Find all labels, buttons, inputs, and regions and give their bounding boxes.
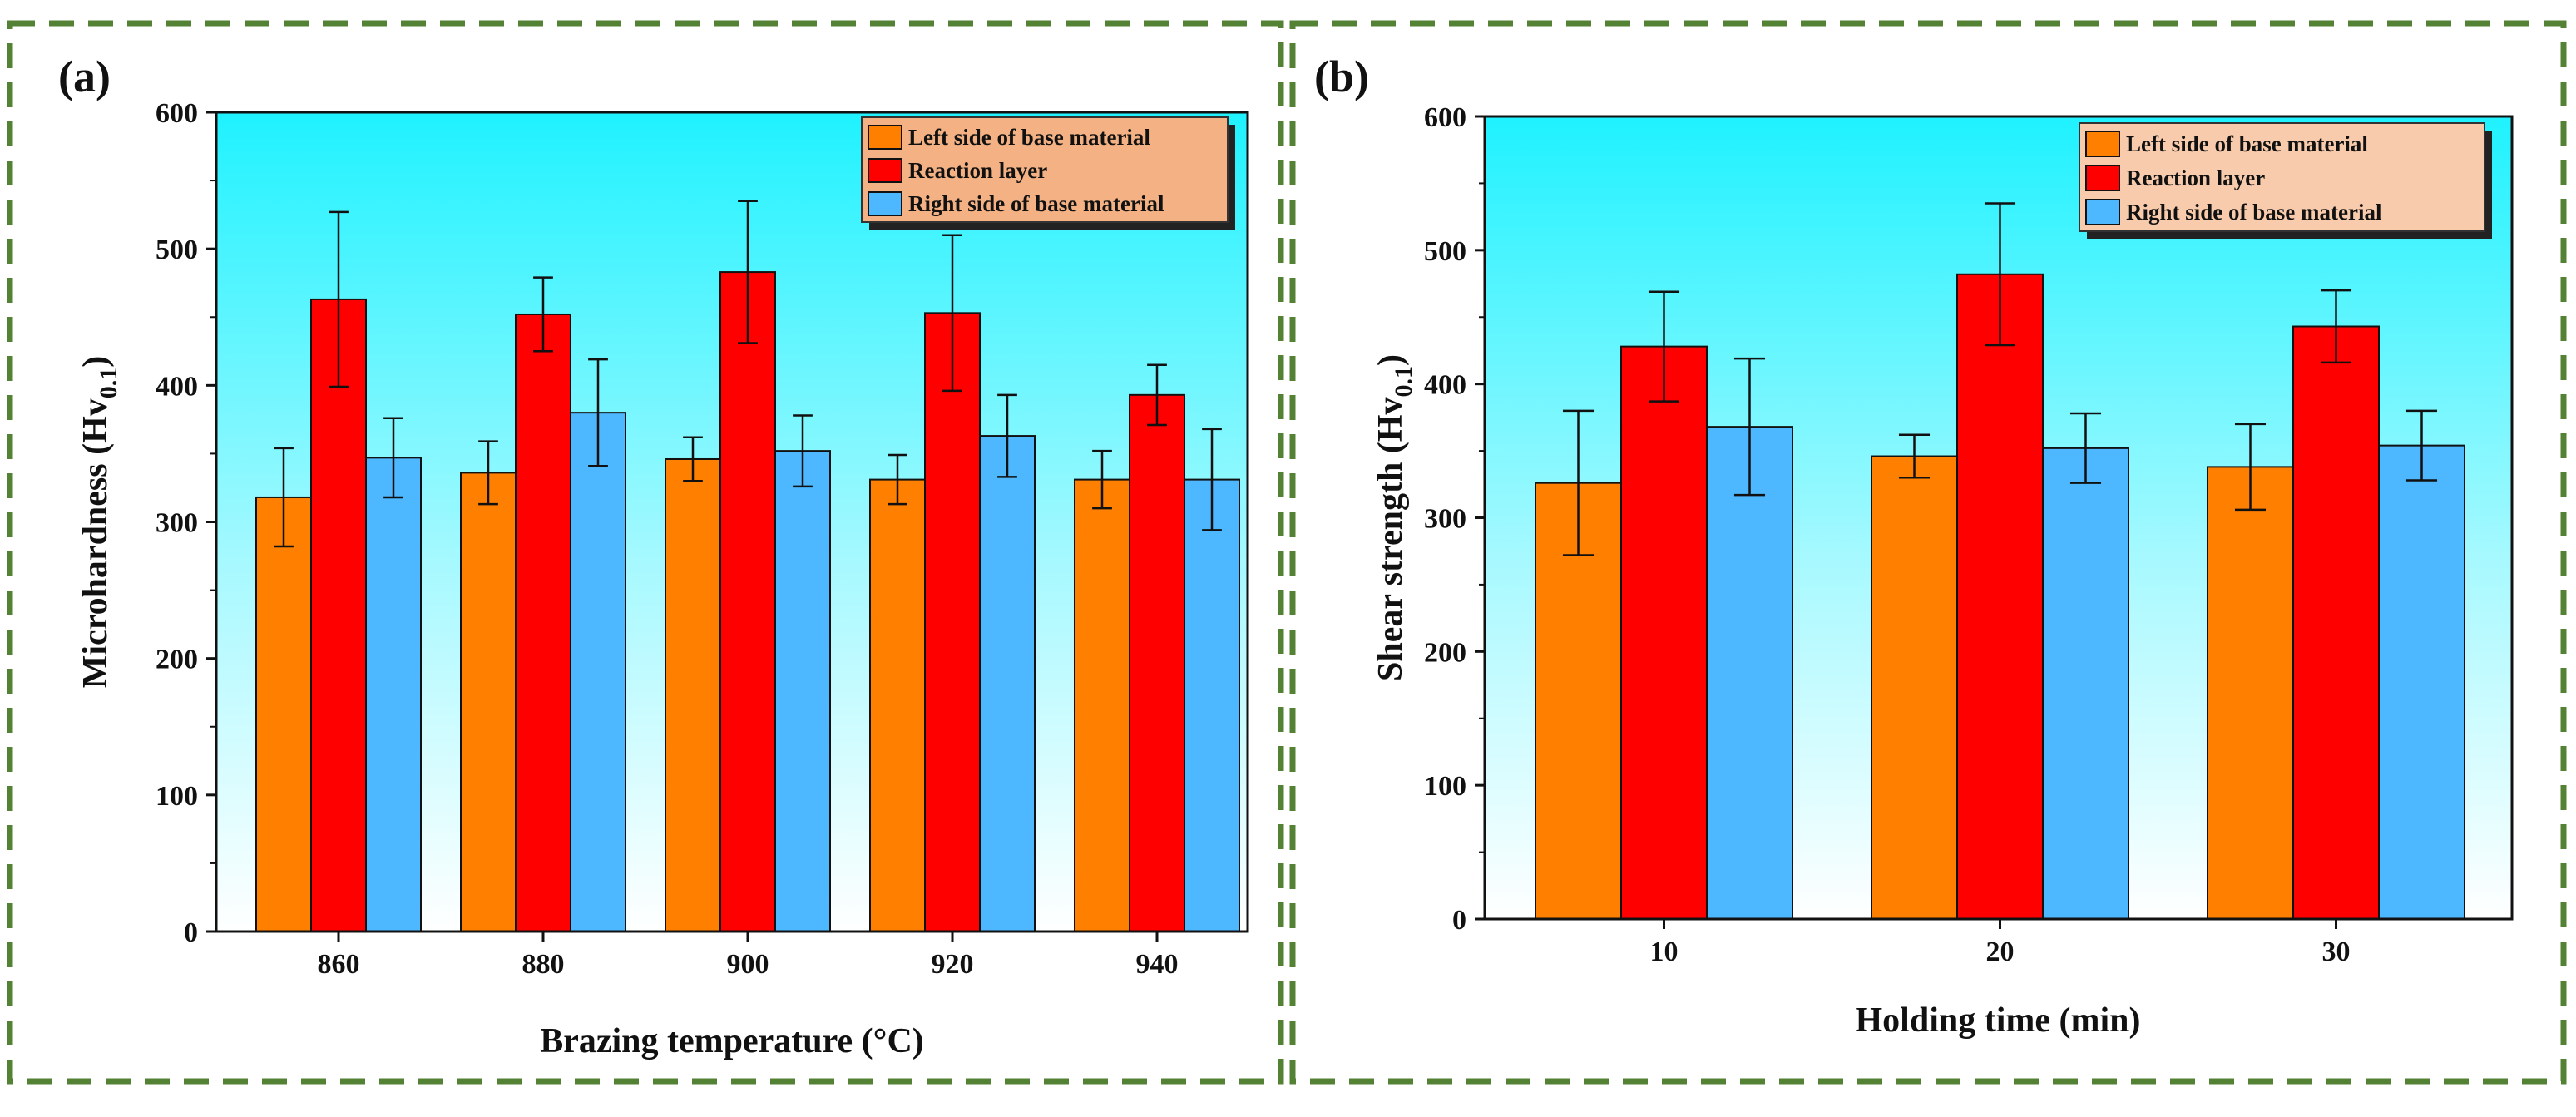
legend-label-right: Right side of base material [2126,200,2382,225]
bar [1620,345,1708,920]
plot-border-a [215,111,1249,933]
legend-swatch-reaction [868,158,902,183]
bar [665,457,721,932]
y-axis-title-a: Microhardness (Hv0.1) [77,356,122,689]
y-tick-label: 0 [184,917,198,948]
legend-swatch-left [2085,131,2120,157]
bars-a [255,200,1240,932]
panel-a-frame [7,20,1284,1085]
bar [1871,455,1958,920]
bar [365,457,422,932]
bar [1956,273,2044,920]
legend-label-left: Left side of base material [908,125,1150,150]
plot-border-b [1483,115,2514,921]
bar [979,435,1036,932]
x-tick-label: 30 [2322,937,2351,967]
y-tick-label: 400 [156,371,198,402]
bar [570,412,626,932]
y-tick-label: 0 [1452,905,1466,936]
bar [719,271,776,932]
chart-panel-a: (a) 860 880 900 920 940 0 100 200 300 400 500 600 B… [58,52,1249,1060]
bar [255,496,312,932]
panel-label-b: (b) [1314,52,1369,101]
bar [2207,466,2294,920]
bar [1706,426,1793,920]
y-tick-label: 500 [1424,236,1466,267]
bar [1074,478,1130,932]
legend-a: Left side of base material Reaction laye… [861,116,1235,230]
bar [2042,447,2129,920]
bar [1184,478,1240,932]
bar [869,478,926,932]
y-tick-label: 100 [156,781,198,812]
legend-label-right: Right side of base material [908,191,1164,216]
y-tick-label: 300 [156,508,198,539]
y-tick-label: 400 [1424,370,1466,401]
x-tick-label: 880 [522,949,565,980]
bars-b [1535,202,2465,920]
bar [1129,393,1185,932]
legend-swatch-left [868,125,902,150]
legend-swatch-right [868,191,902,216]
panel-b-frame [1289,20,2567,1085]
legend-box [861,116,1229,223]
y-tick-label: 100 [1424,771,1466,802]
legend-swatch-right [2085,199,2120,225]
bar [460,472,517,932]
y-tick-label: 200 [156,645,198,675]
bar [310,298,367,932]
y-tick-label: 200 [1424,637,1466,668]
y-tick-label: 300 [1424,504,1466,535]
x-tick-label: 10 [1650,937,1679,967]
bar [924,312,981,932]
legend-swatch-reaction [2085,165,2120,191]
x-tick-label: 940 [1136,949,1179,980]
ticks-a: 860 880 900 920 940 0 100 200 300 400 500 600 [156,98,1179,980]
legend-b: Left side of base material Reaction laye… [2079,122,2492,239]
bar [2378,444,2465,920]
y-tick-label: 600 [1424,102,1466,133]
bar [774,450,831,932]
x-tick-label: 860 [318,949,360,980]
legend-label-reaction: Reaction layer [2126,166,2265,190]
y-tick-label: 500 [156,235,198,265]
bar [515,313,571,932]
y-tick-label: 600 [156,98,198,129]
legend-label-reaction: Reaction layer [908,158,1047,183]
x-tick-label: 920 [932,949,974,980]
legend-box [2079,122,2485,232]
bar [2292,325,2380,920]
x-axis-title-b: Holding time (min) [1856,1001,2141,1040]
y-axis-title-b: Shear strength (Hv0.1) [1372,354,1417,681]
x-tick-label: 900 [727,949,769,980]
legend-label-left: Left side of base material [2126,131,2368,156]
panel-label-a: (a) [58,52,111,101]
x-axis-title-a: Brazing temperature (°C) [540,1022,924,1060]
x-tick-label: 20 [1986,937,2015,967]
